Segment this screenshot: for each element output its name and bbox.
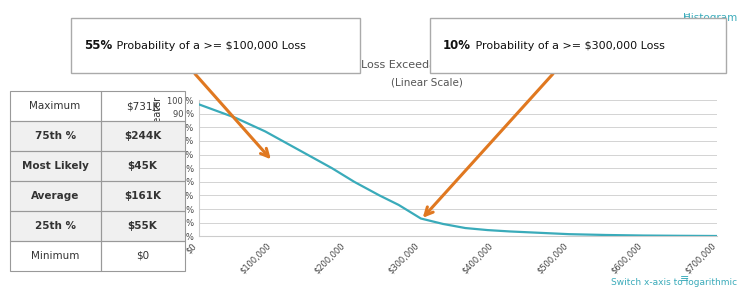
Text: 55%: 55% xyxy=(84,39,112,52)
Bar xyxy=(101,211,185,241)
Text: 10%: 10% xyxy=(442,39,471,52)
Bar xyxy=(101,151,185,181)
Text: Loss Exceedance Curve: Loss Exceedance Curve xyxy=(361,60,493,70)
Bar xyxy=(101,121,185,151)
Text: ≡: ≡ xyxy=(679,274,689,284)
Bar xyxy=(10,151,101,181)
Bar xyxy=(10,211,101,241)
Text: $161K: $161K xyxy=(124,191,161,201)
Bar xyxy=(101,211,185,241)
Bar xyxy=(10,121,101,151)
Text: Probability of a >= $100,000 Loss: Probability of a >= $100,000 Loss xyxy=(113,41,306,51)
Text: Minimum: Minimum xyxy=(31,251,79,261)
Text: Histogram: Histogram xyxy=(683,13,737,23)
Bar xyxy=(10,151,101,181)
Text: Switch x-axis to logarithmic: Switch x-axis to logarithmic xyxy=(611,278,737,287)
Bar xyxy=(10,241,101,271)
Text: (Linear Scale): (Linear Scale) xyxy=(391,78,462,88)
Bar xyxy=(101,151,185,181)
Bar xyxy=(101,121,185,151)
Y-axis label: Probability of Loss or Greater: Probability of Loss or Greater xyxy=(153,97,163,239)
Bar xyxy=(10,181,101,211)
Text: 75th %: 75th % xyxy=(35,131,76,141)
Text: $45K: $45K xyxy=(127,161,158,171)
Text: $731K: $731K xyxy=(126,101,159,112)
Bar xyxy=(101,181,185,211)
Text: Probability of a >= $300,000 Loss: Probability of a >= $300,000 Loss xyxy=(472,41,665,51)
Bar xyxy=(101,181,185,211)
Text: 25th %: 25th % xyxy=(35,221,76,231)
Text: Maximum: Maximum xyxy=(30,101,81,112)
Bar xyxy=(10,211,101,241)
Bar xyxy=(101,91,185,121)
Bar xyxy=(101,241,185,271)
Text: Average: Average xyxy=(31,191,79,201)
Bar xyxy=(10,181,101,211)
Text: $55K: $55K xyxy=(127,221,157,231)
Bar xyxy=(10,121,101,151)
Text: $244K: $244K xyxy=(124,131,161,141)
Bar xyxy=(10,91,101,121)
Text: ⬛: ⬛ xyxy=(684,13,689,22)
Text: $0: $0 xyxy=(136,251,149,261)
Text: Most Likely: Most Likely xyxy=(21,161,88,171)
